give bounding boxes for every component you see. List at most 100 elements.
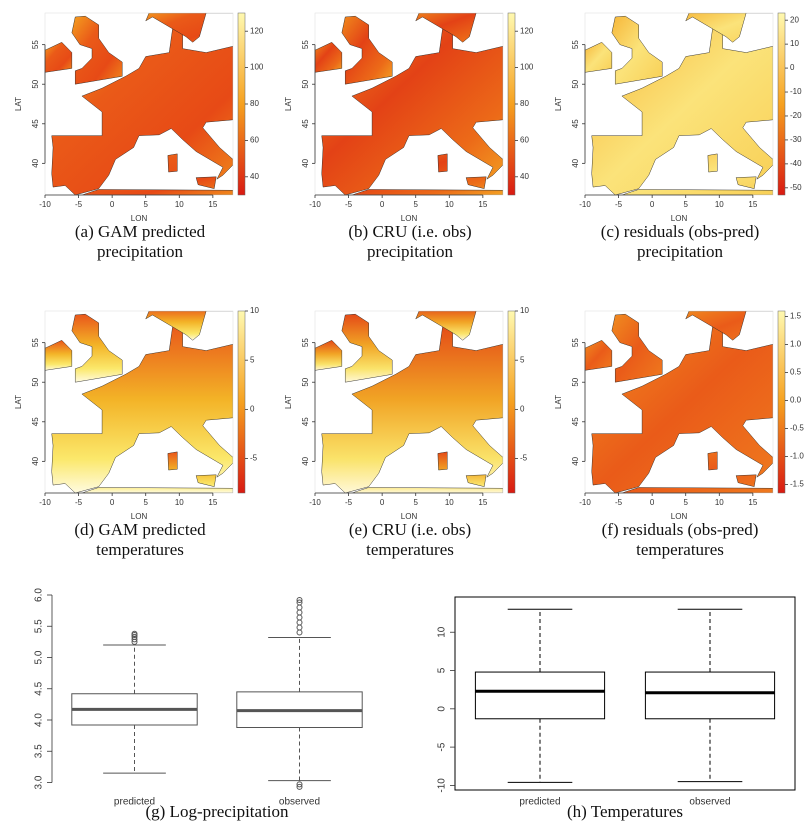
y-tick-label: 45 (571, 417, 580, 426)
x-tick-label: -10 (309, 498, 321, 507)
box (644, 671, 776, 720)
y-tick-label: 3.5 (34, 744, 45, 758)
colorbar-tick-label: -0.5 (790, 424, 804, 433)
colorbar-tick-label: 120 (250, 26, 264, 35)
x-tick-label: -10 (579, 498, 591, 507)
x-tick-label: 15 (478, 200, 487, 209)
y-tick-label: 40 (31, 158, 40, 167)
x-tick-label: 5 (413, 498, 418, 507)
colorbar-tick-label: 40 (250, 172, 259, 181)
y-axis-label: LAT (554, 97, 563, 111)
y-tick-label: 10 (437, 626, 448, 638)
colorbar-tick-label: 120 (520, 26, 534, 35)
y-tick-label: 55 (31, 338, 40, 347)
outlier (131, 630, 138, 637)
colorbar-tick-label: -10 (790, 87, 802, 96)
colorbar-tick-label: 1.5 (790, 312, 802, 321)
colorbar-tick-label: 100 (520, 63, 534, 72)
x-tick-label: 0 (650, 200, 655, 209)
map-image (585, 13, 773, 195)
x-tick-label: observed (689, 797, 730, 808)
x-tick-label: predicted (114, 797, 155, 808)
colorbar-tick-label: -5 (520, 454, 528, 463)
outlier (296, 614, 303, 621)
caption: (h) Temperatures (567, 802, 683, 821)
y-tick-label: 5.0 (34, 650, 45, 664)
colorbar (507, 12, 516, 196)
outlier (296, 783, 303, 790)
box (474, 671, 606, 720)
colorbar-tick-label: -30 (790, 135, 802, 144)
y-axis-label: LAT (554, 395, 563, 409)
x-tick-label: 0 (650, 498, 655, 507)
outlier (296, 597, 303, 603)
x-tick-label: -5 (345, 498, 353, 507)
colorbar (777, 310, 786, 494)
y-axis-label: LAT (14, 395, 23, 409)
y-tick-label: 5 (437, 667, 448, 673)
y-tick-label: 50 (571, 377, 580, 386)
x-tick-label: -10 (39, 498, 51, 507)
y-tick-label: 50 (31, 377, 40, 386)
y-tick-label: -10 (437, 778, 448, 793)
colorbar-tick-label: 20 (790, 15, 799, 24)
x-tick-label: observed (279, 797, 320, 808)
colorbar-tick-label: 80 (250, 99, 259, 108)
caption: precipitation (367, 242, 453, 261)
x-axis-label: LON (131, 512, 148, 521)
y-tick-label: 45 (301, 119, 310, 128)
y-axis-label: LAT (284, 395, 293, 409)
x-tick-label: 15 (208, 498, 217, 507)
caption: (g) Log-precipitation (145, 802, 289, 821)
x-tick-label: -5 (615, 498, 623, 507)
y-tick-label: -5 (437, 742, 448, 751)
y-tick-label: 3.0 (34, 775, 45, 789)
x-tick-label: 10 (175, 200, 184, 209)
x-tick-label: 15 (748, 200, 757, 209)
y-tick-label: 4.5 (34, 681, 45, 695)
y-tick-label: 50 (571, 79, 580, 88)
colorbar-tick-label: -20 (790, 111, 802, 120)
colorbar (237, 310, 246, 494)
colorbar-tick-label: 10 (250, 306, 259, 315)
x-tick-label: 10 (715, 200, 724, 209)
y-tick-label: 6.0 (34, 588, 45, 602)
x-tick-label: -5 (345, 200, 353, 209)
colorbar-tick-label: 0.0 (790, 396, 802, 405)
colorbar-tick-label: 1.0 (790, 340, 802, 349)
x-tick-label: 5 (413, 200, 418, 209)
x-tick-label: 15 (208, 200, 217, 209)
colorbar (237, 12, 246, 196)
caption: (a) GAM predicted (75, 222, 206, 241)
outlier (296, 629, 303, 636)
x-tick-label: -5 (75, 498, 83, 507)
y-tick-label: 5.5 (34, 619, 45, 633)
y-axis-label: LAT (284, 97, 293, 111)
outlier (296, 604, 303, 611)
caption: (f) residuals (obs-pred) (602, 520, 759, 539)
colorbar-tick-label: 100 (250, 63, 264, 72)
caption: precipitation (97, 242, 183, 261)
colorbar-tick-label: 10 (790, 39, 799, 48)
colorbar-tick-label: 0 (520, 404, 525, 413)
y-tick-label: 40 (571, 456, 580, 465)
outlier (296, 619, 303, 626)
map-image (315, 311, 503, 493)
x-tick-label: 5 (143, 498, 148, 507)
y-tick-label: 55 (301, 338, 310, 347)
x-tick-label: -5 (615, 200, 623, 209)
x-tick-label: -5 (75, 200, 83, 209)
x-tick-label: -10 (309, 200, 321, 209)
caption: (c) residuals (obs-pred) (601, 222, 760, 241)
caption: temperatures (636, 540, 724, 559)
outlier (296, 781, 303, 788)
y-tick-label: 40 (301, 456, 310, 465)
caption: temperatures (366, 540, 454, 559)
y-tick-label: 40 (31, 456, 40, 465)
colorbar-tick-label: 60 (250, 136, 259, 145)
colorbar-tick-label: 0 (790, 63, 795, 72)
x-tick-label: 0 (380, 200, 385, 209)
colorbar-tick-label: 40 (520, 172, 529, 181)
x-tick-label: 5 (683, 498, 688, 507)
x-tick-label: 15 (478, 498, 487, 507)
